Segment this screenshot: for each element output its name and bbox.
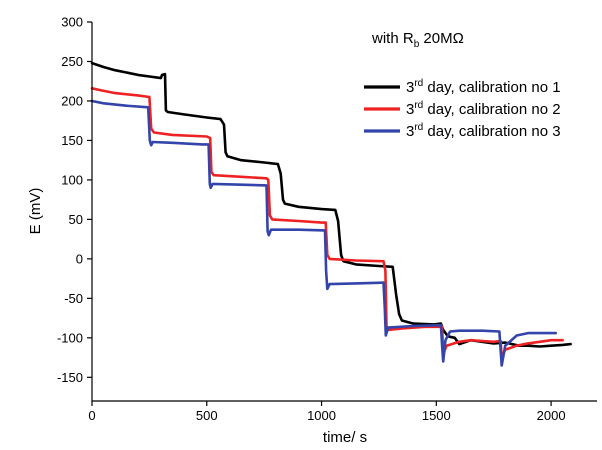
x-axis: 0 500 1000 1500 2000 [88,401,566,423]
x-axis-title: time/ s [323,429,367,446]
y-tick-label: 200 [61,93,83,108]
y-tick-label: -50 [64,291,83,306]
legend-label-superscript: rd [414,100,423,111]
y-tick-label: 0 [76,251,83,266]
series-layer [90,61,572,367]
y-tick-label: -150 [57,370,83,385]
plot-area: 0 500 1000 1500 2000 -150 -100 -50 0 50 100 150 200… [57,15,597,423]
legend-label-suffix: day, calibration no 1 [423,79,560,96]
annotation-prefix: with R [371,30,414,47]
legend-label-suffix: day, calibration no 2 [423,101,560,118]
legend-label-1: 3rd day, calibration no 1 [406,78,561,96]
x-tick-label: 2000 [537,408,566,423]
x-tick-label: 500 [196,408,218,423]
x-tick-label: 0 [88,408,95,423]
y-tick-label: 150 [61,133,83,148]
y-tick-label: 100 [61,172,83,187]
legend-label-superscript: rd [414,78,423,89]
annotation-suffix: 20MΩ [419,30,464,47]
legend-label-superscript: rd [414,122,423,133]
legend-label-3: 3rd day, calibration no 3 [406,122,561,140]
legend-label-prefix: 3 [406,123,414,140]
annotation-text: with Rb 20MΩ [371,30,464,50]
x-tick-label: 1500 [422,408,451,423]
legend-label-suffix: day, calibration no 3 [423,123,560,140]
y-tick-label: -100 [57,330,83,345]
y-tick-label: 50 [69,212,83,227]
series-line-3 [90,99,558,367]
legend-label-prefix: 3 [406,101,414,118]
y-axis-title: E (mV) [27,188,44,235]
legend-label-2: 3rd day, calibration no 2 [406,100,561,118]
y-tick-label: 250 [61,54,83,69]
annotation-subscript: b [414,39,420,50]
x-tick-label: 1000 [307,408,336,423]
y-axis: -150 -100 -50 0 50 100 150 200 250 300 [57,15,92,385]
y-tick-label: 300 [61,15,83,30]
legend-label-prefix: 3 [406,79,414,96]
